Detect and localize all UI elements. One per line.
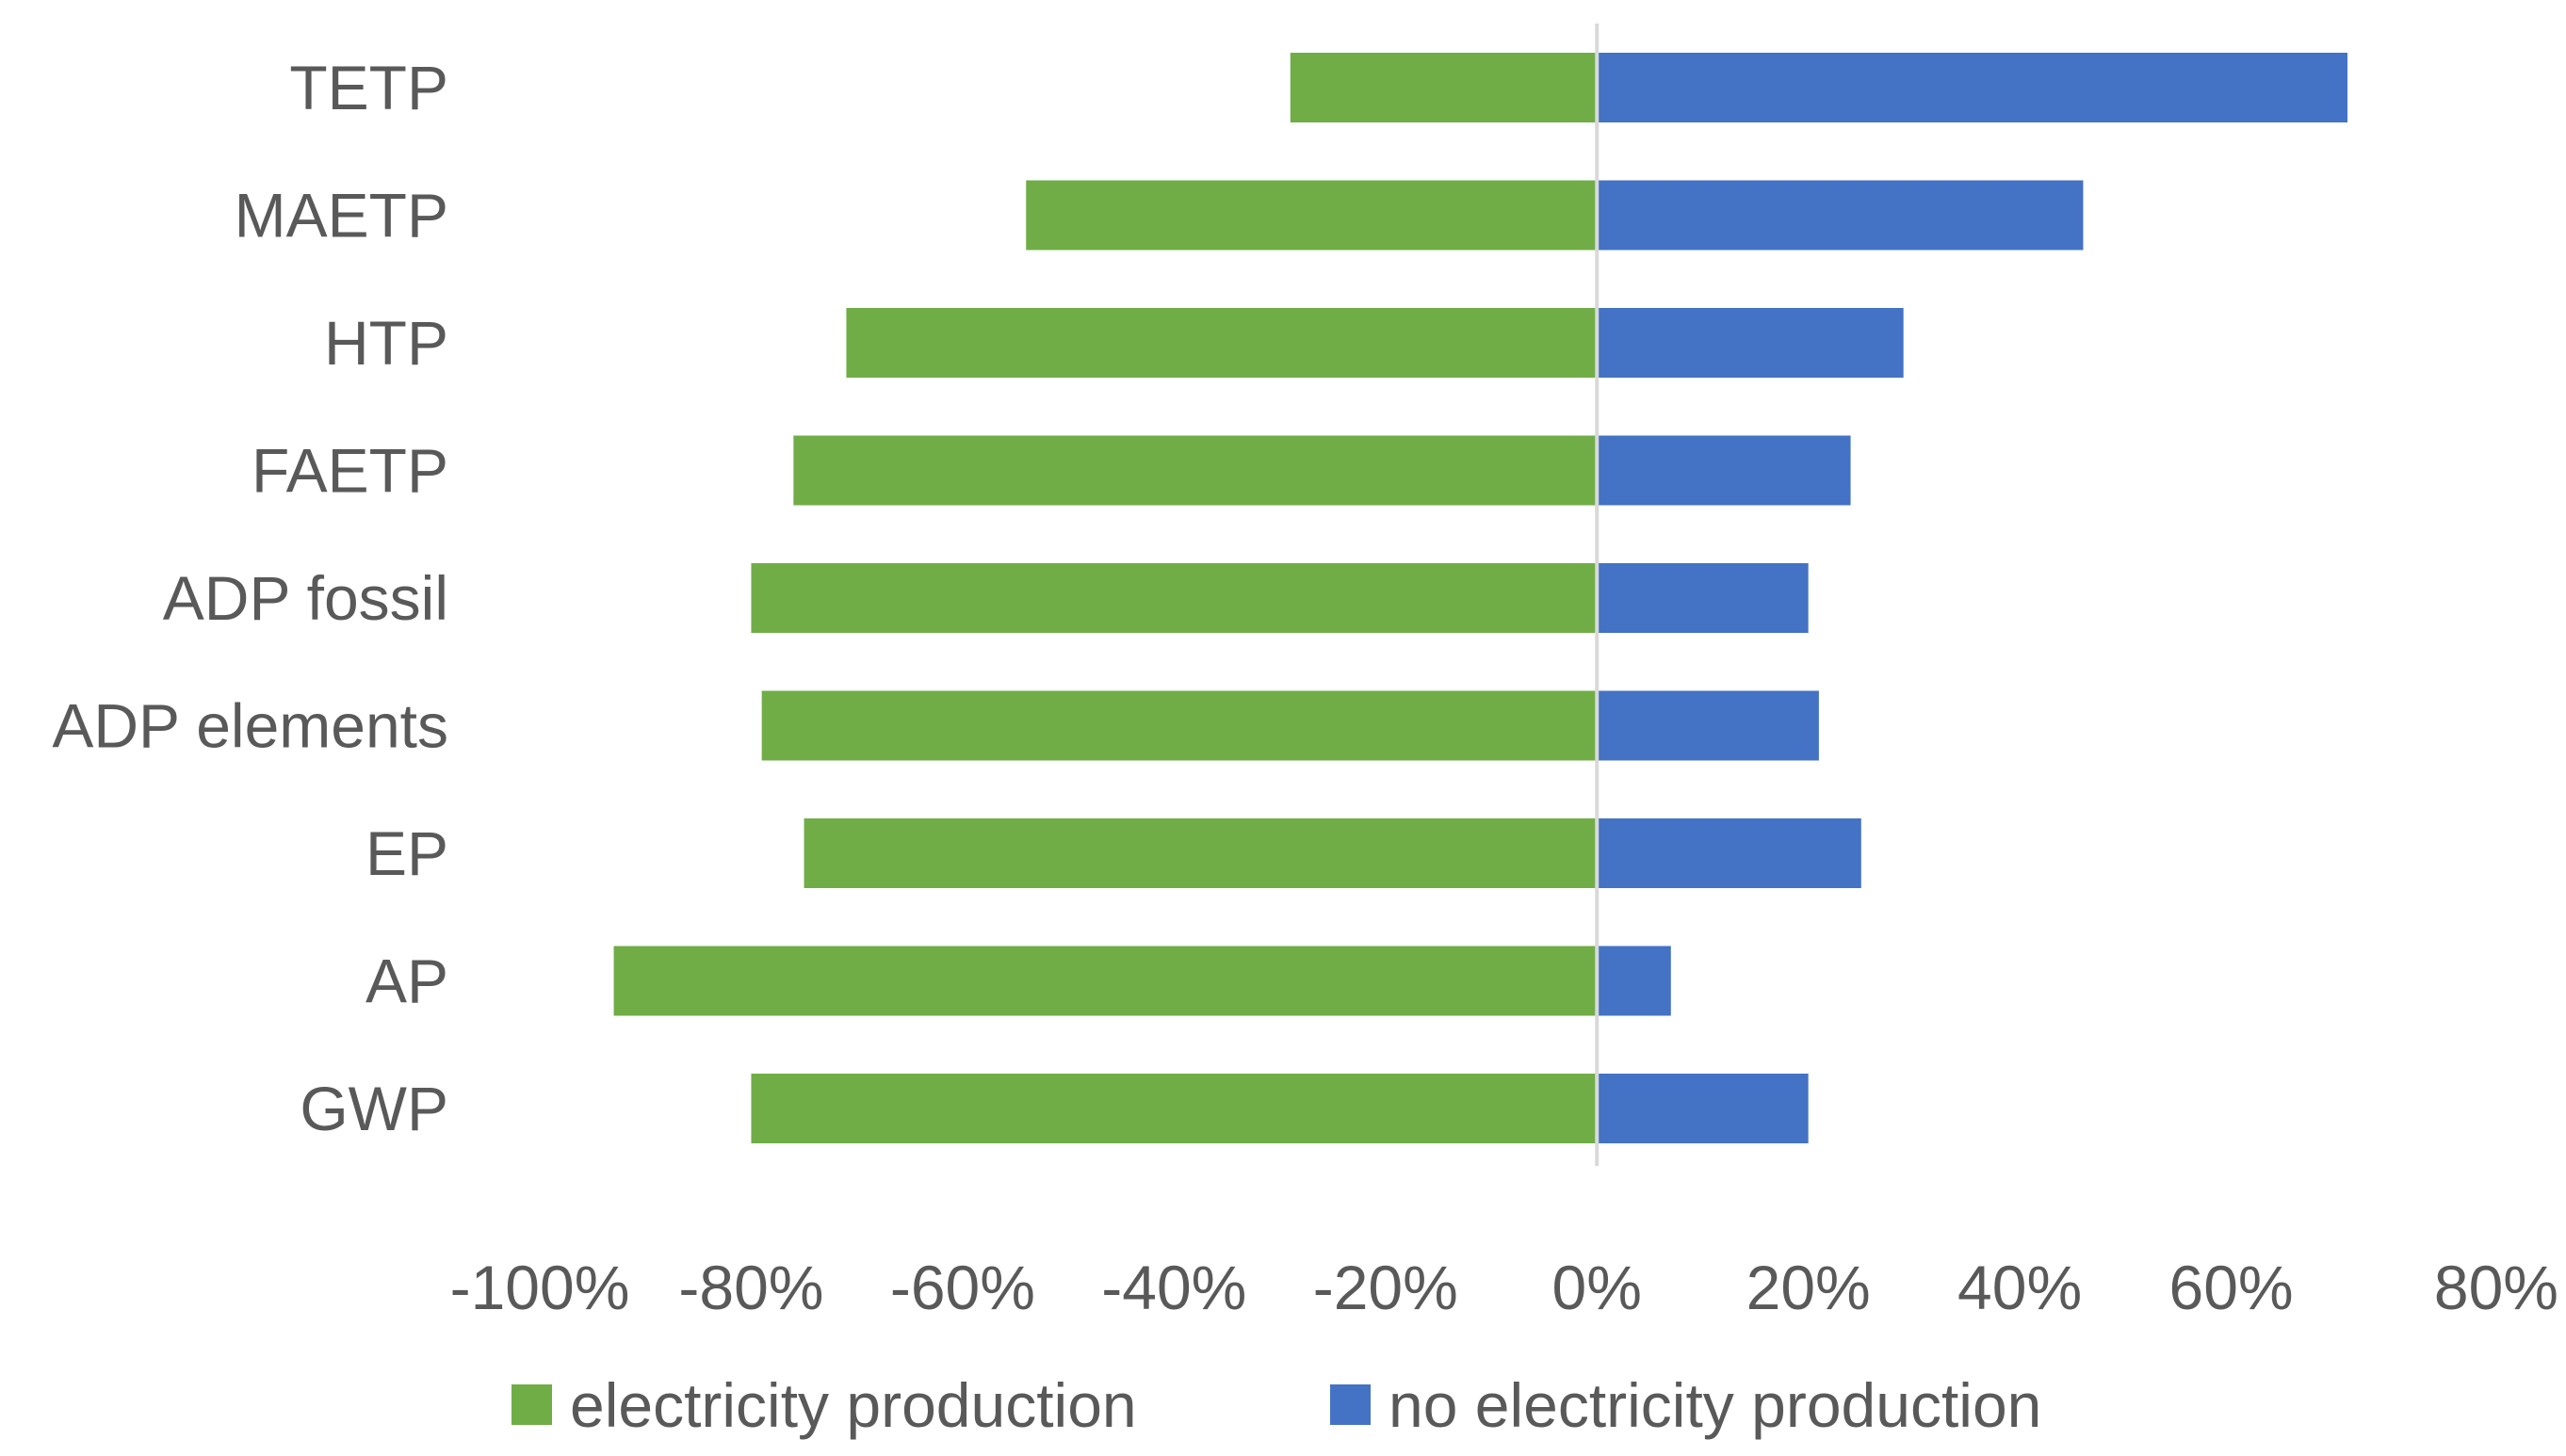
bar-no-electricity-production-ep xyxy=(1597,818,1861,888)
bars-group xyxy=(613,53,2347,1143)
bar-electricity-production-adp-elements xyxy=(761,690,1598,761)
x-tick-label: 40% xyxy=(1957,1253,2082,1322)
bar-electricity-production-maetp xyxy=(1026,180,1598,251)
x-tick-label: -80% xyxy=(678,1253,823,1322)
legend-electricity-production-label: electricity production xyxy=(570,1370,1137,1440)
category-label: EP xyxy=(365,818,448,888)
category-labels: TETP MAETP HTP FAETP ADP fossil ADP elements E… xyxy=(52,53,448,1143)
bar-no-electricity-production-ap xyxy=(1597,946,1671,1016)
bar-electricity-production-ep xyxy=(804,818,1598,888)
category-label: FAETP xyxy=(252,436,448,506)
legend-electricity-production-swatch xyxy=(512,1384,552,1425)
bar-no-electricity-production-adp-elements xyxy=(1597,690,1819,761)
bar-no-electricity-production-htp xyxy=(1597,308,1904,378)
legend-no-electricity-production-label: no electricity production xyxy=(1389,1370,2041,1440)
category-label: MAETP xyxy=(235,181,448,251)
x-tick-label: 80% xyxy=(2434,1253,2558,1322)
x-tick-label: -60% xyxy=(890,1253,1035,1322)
bar-electricity-production-gwp xyxy=(751,1074,1598,1143)
bar-electricity-production-tetp xyxy=(1290,53,1598,122)
bar-no-electricity-production-faetp xyxy=(1597,435,1851,506)
x-tick-label: -100% xyxy=(450,1253,630,1322)
x-tick-label: -20% xyxy=(1313,1253,1458,1322)
category-label: HTP xyxy=(324,308,448,378)
bar-electricity-production-ap xyxy=(613,946,1598,1016)
x-axis-tick-labels: -100% -80% -60% -40% -20% 0% 20% 40% 60% 80% xyxy=(450,1253,2558,1322)
category-label: AP xyxy=(365,946,448,1016)
x-tick-label: 60% xyxy=(2169,1253,2294,1322)
bar-no-electricity-production-maetp xyxy=(1597,180,2084,251)
bar-electricity-production-adp-fossil xyxy=(751,563,1598,633)
category-label: ADP fossil xyxy=(163,563,448,633)
category-label: GWP xyxy=(300,1074,448,1143)
x-tick-label: 0% xyxy=(1552,1253,1642,1322)
bar-no-electricity-production-adp-fossil xyxy=(1597,563,1809,633)
legend: electricity production no electricity pro… xyxy=(512,1370,2041,1440)
bar-electricity-production-faetp xyxy=(793,435,1598,506)
x-tick-label: -40% xyxy=(1101,1253,1246,1322)
category-label: TETP xyxy=(289,53,448,122)
legend-no-electricity-production-swatch xyxy=(1330,1384,1371,1425)
bar-no-electricity-production-gwp xyxy=(1597,1074,1809,1143)
bar-electricity-production-htp xyxy=(846,308,1598,378)
bar-no-electricity-production-tetp xyxy=(1597,53,2347,122)
category-label: ADP elements xyxy=(52,691,448,761)
x-tick-label: 20% xyxy=(1746,1253,1871,1322)
